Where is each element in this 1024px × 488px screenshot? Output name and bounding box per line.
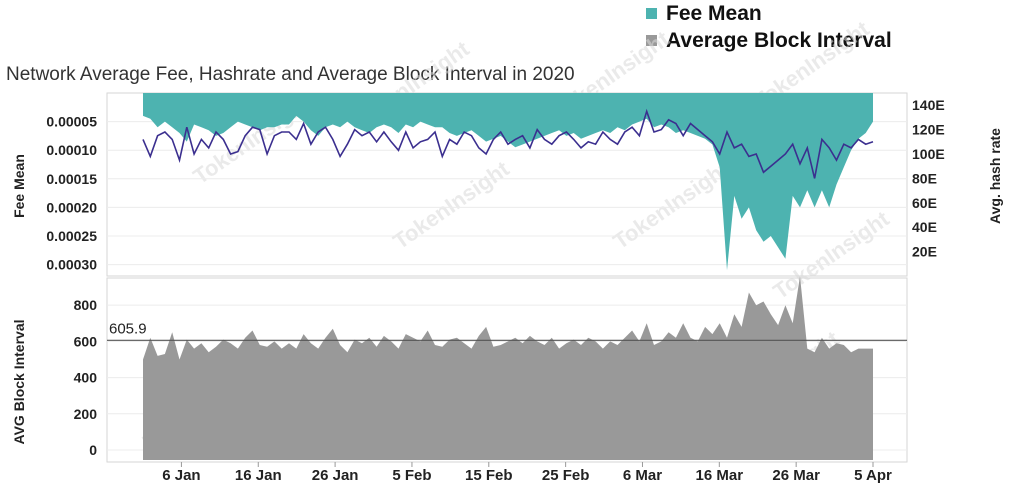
- block-interval-tick-0: 0: [89, 442, 97, 458]
- hash-rate-tick-6: 140E: [912, 97, 945, 113]
- reference-line-group: 605.9: [107, 320, 907, 341]
- hash-rate-tick-5: 120E: [912, 122, 945, 138]
- fee-mean-axis-title: Fee Mean: [11, 154, 27, 218]
- legend: Fee Mean Average Block Interval: [646, 0, 892, 54]
- hash-rate-tick-3: 80E: [912, 170, 937, 186]
- block-interval-area-path: [143, 276, 873, 460]
- x-tick-4: 15 Feb: [465, 467, 513, 484]
- hash-rate-tick-0: 20E: [912, 244, 937, 260]
- fee-mean-tick-0: 0.00005: [46, 114, 97, 130]
- fee-mean-area-path: [143, 93, 873, 271]
- x-tick-7: 16 Mar: [696, 467, 744, 484]
- hash-rate-axis-title: Avg. hash rate: [987, 128, 1003, 224]
- watermark-5: TokenInsight: [609, 156, 735, 254]
- fee-mean-tick-2: 0.00015: [46, 171, 97, 187]
- legend-swatch-block-interval: [646, 35, 657, 46]
- block-interval-tick-4: 800: [74, 297, 98, 313]
- block-interval-tick-2: 400: [74, 370, 98, 386]
- x-tick-2: 26 Jan: [312, 467, 359, 484]
- x-axis: 6 Jan 16 Jan 26 Jan 5 Feb 15 Feb 25 Feb 6 Mar 1…: [162, 462, 892, 484]
- chart-title: Network Average Fee, Hashrate and Averag…: [6, 64, 575, 85]
- hash-rate-tick-2: 60E: [912, 195, 937, 211]
- fee-mean-tick-3: 0.00020: [46, 199, 97, 215]
- hash-rate-tick-4: 100E: [912, 146, 945, 162]
- fee-mean-tick-1: 0.00010: [46, 142, 97, 158]
- legend-label-block-interval: Average Block Interval: [666, 28, 892, 52]
- fee-mean-tick-5: 0.00030: [46, 257, 97, 273]
- x-tick-3: 5 Feb: [392, 467, 431, 484]
- hash-rate-tick-1: 40E: [912, 219, 937, 235]
- fee-mean-area: [143, 93, 873, 271]
- reference-line-label: 605.9: [109, 320, 147, 337]
- hash-rate-axis: 20E 40E 60E 80E 100E 120E 140E: [912, 97, 945, 259]
- x-tick-5: 25 Feb: [542, 467, 590, 484]
- x-tick-8: 26 Mar: [772, 467, 820, 484]
- legend-item-fee-mean[interactable]: Fee Mean: [646, 0, 892, 27]
- fee-mean-tick-4: 0.00025: [46, 228, 97, 244]
- x-tick-6: 6 Mar: [623, 467, 662, 484]
- x-tick-1: 16 Jan: [235, 467, 282, 484]
- legend-label-fee-mean: Fee Mean: [666, 1, 762, 25]
- block-interval-axis: 0 200 400 600 800: [74, 297, 98, 458]
- bottom-panel-border: [106, 277, 908, 463]
- block-interval-tick-1: 200: [74, 406, 98, 422]
- fee-mean-axis: 0.00005 0.00010 0.00015 0.00020 0.00025 0.000…: [46, 114, 97, 273]
- hash-rate-line-path: [142, 108, 874, 179]
- hash-rate-line: [142, 108, 874, 179]
- legend-swatch-fee-mean: [646, 8, 657, 19]
- legend-item-block-interval[interactable]: Average Block Interval: [646, 27, 892, 54]
- watermark-4: TokenInsight: [389, 156, 515, 254]
- x-tick-0: 6 Jan: [162, 467, 200, 484]
- x-tick-9: 5 Apr: [854, 467, 892, 484]
- block-interval-axis-title: AVG Block Interval: [11, 319, 27, 444]
- block-interval-area: [143, 276, 873, 460]
- block-interval-tick-3: 600: [74, 333, 98, 349]
